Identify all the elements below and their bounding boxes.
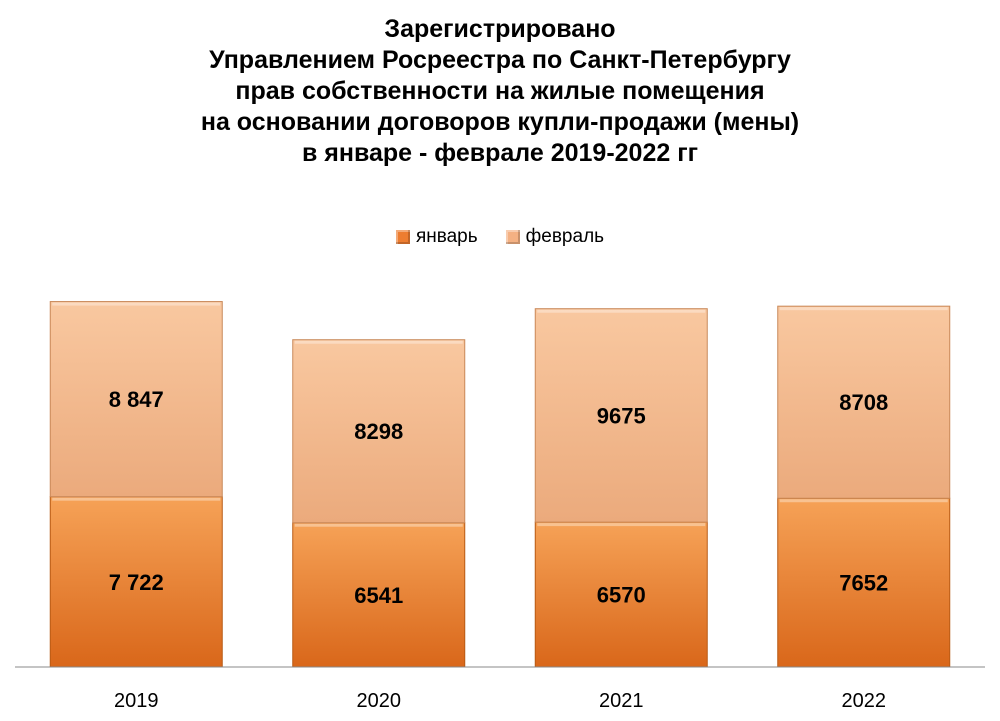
data-label-february-2022: 8708	[839, 390, 888, 415]
title-line-4: на основании договоров купли-продажи (ме…	[200, 108, 800, 136]
bar-highlight-february-2021	[537, 309, 706, 313]
bar-february-2022	[777, 305, 951, 499]
bar-january-2020	[292, 522, 466, 668]
bar-highlight-february-2022	[779, 307, 948, 311]
bar-february-2020	[292, 339, 466, 524]
bar-february-2019	[49, 301, 223, 498]
legend-swatch-february	[505, 230, 520, 244]
bar-highlight-february-2019	[52, 302, 221, 306]
bar-highlight-january-2020	[294, 523, 463, 527]
legend: январь февраль	[0, 226, 1000, 248]
bar-january-2021	[534, 521, 708, 668]
legend-label-january: январь	[415, 226, 478, 247]
title-line-3: прав собственности на жилые помещения	[235, 77, 765, 105]
tick-labels: 2019 2020 2021 2022	[114, 690, 886, 712]
bar-january-2019	[49, 496, 223, 668]
data-label-january-2020: 6541	[354, 583, 403, 608]
bar-highlight-january-2019	[52, 497, 221, 501]
bar-highlight-january-2022	[779, 499, 948, 503]
data-label-january-2021: 6570	[597, 583, 646, 608]
bar-highlight-january-2021	[537, 523, 706, 527]
legend-item-january: январь	[395, 226, 478, 248]
bar-highlight-february-2020	[294, 340, 463, 344]
legend-item-february: февраль	[505, 226, 605, 248]
chart-title: Зарегистрировано Управлением Росреестра …	[0, 14, 1000, 169]
x-tick-label-2020: 2020	[357, 690, 402, 712]
data-label-february-2020: 8298	[354, 419, 403, 444]
x-tick-label-2021: 2021	[599, 690, 644, 712]
bar-february-2021	[534, 308, 708, 523]
data-label-january-2022: 7652	[839, 571, 888, 596]
title-line-2: Управлением Росреестра по Санкт-Петербур…	[209, 46, 791, 74]
bar-january-2022	[777, 497, 951, 668]
data-label-february-2021: 9675	[597, 403, 646, 428]
data-label-january-2019: 7 722	[109, 570, 164, 595]
legend-label-february: февраль	[525, 226, 605, 247]
data-label-february-2019: 8 847	[109, 387, 164, 412]
legend-swatch-january	[395, 230, 410, 244]
title-line-5: в январе - феврале 2019-2022 гг	[301, 139, 699, 167]
x-tick-label-2019: 2019	[114, 690, 159, 712]
x-tick-label-2022: 2022	[842, 690, 887, 712]
title-line-1: Зарегистрировано	[384, 15, 616, 43]
bars-layer: 7 722 8 847 6541 8298 6570 9675 7652 8708	[49, 301, 951, 668]
